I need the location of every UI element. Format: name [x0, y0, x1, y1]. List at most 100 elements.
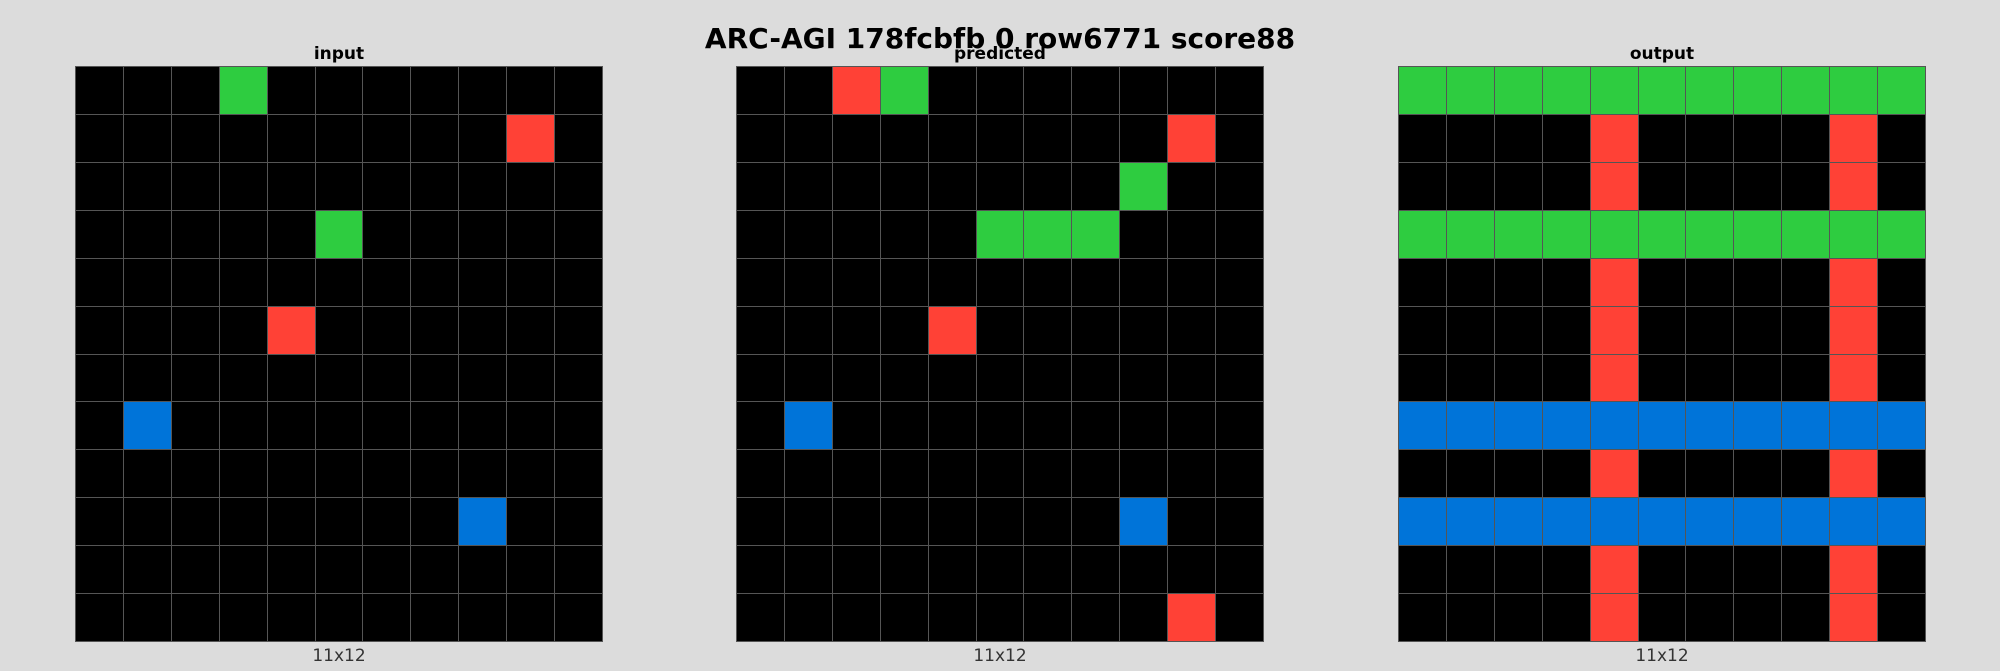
grid-cell	[1782, 354, 1830, 402]
grid-cell	[1446, 210, 1494, 258]
grid-cell	[1734, 594, 1782, 641]
grid-cell	[171, 354, 219, 402]
grid-cell	[1024, 498, 1072, 546]
grid-cell	[219, 162, 267, 210]
grid-cell	[1542, 67, 1590, 114]
grid-cell	[1120, 258, 1168, 306]
grid-cell	[1638, 162, 1686, 210]
grid-cell	[1120, 67, 1168, 114]
grid-cell	[459, 210, 507, 258]
grid-cell	[1399, 258, 1446, 306]
grid-cell	[219, 354, 267, 402]
grid-cell	[1878, 450, 1925, 498]
grid-cell	[1399, 594, 1446, 641]
grid-cell	[928, 354, 976, 402]
grid-cell	[267, 114, 315, 162]
grid-cell	[1686, 546, 1734, 594]
grid-cell	[737, 594, 784, 641]
grid-cell	[832, 546, 880, 594]
grid-cell	[737, 258, 784, 306]
grid-cell	[411, 210, 459, 258]
grid-cell	[1782, 546, 1830, 594]
grid-cell	[123, 67, 171, 114]
grid-cell	[880, 210, 928, 258]
grid-cell	[267, 162, 315, 210]
grid-cell	[555, 210, 602, 258]
grid-cell	[171, 67, 219, 114]
grid-cell	[267, 210, 315, 258]
grid-cell	[459, 67, 507, 114]
grid-cell	[784, 594, 832, 641]
grid-cell	[267, 354, 315, 402]
grid-cell	[1638, 498, 1686, 546]
grid-cell	[1830, 306, 1878, 354]
grid-cell	[123, 402, 171, 450]
grid-cell	[76, 546, 123, 594]
grid-cell	[76, 114, 123, 162]
grid-dims-input: 11x12	[312, 646, 366, 666]
grid-cell	[76, 594, 123, 641]
grid-cell	[1830, 114, 1878, 162]
grid-cell	[880, 450, 928, 498]
grid-cell	[507, 546, 555, 594]
grid-cell	[928, 210, 976, 258]
grid-cell	[1024, 402, 1072, 450]
grid-cell	[363, 67, 411, 114]
grid-cell	[219, 258, 267, 306]
grid-cell	[171, 114, 219, 162]
grid-cell	[1734, 546, 1782, 594]
grid-cell	[459, 402, 507, 450]
grid-cell	[1024, 546, 1072, 594]
grid-cell	[507, 450, 555, 498]
grid-cell	[123, 594, 171, 641]
grid-cell	[1494, 546, 1542, 594]
grid-cell	[1168, 594, 1216, 641]
grid-cell	[555, 114, 602, 162]
grid-cell	[171, 402, 219, 450]
grid-cell	[1830, 498, 1878, 546]
grid-cell	[1494, 306, 1542, 354]
panel-output: output 11x12	[1398, 42, 1926, 666]
grid-cell	[363, 306, 411, 354]
grid-cell	[976, 306, 1024, 354]
grid-cell	[976, 354, 1024, 402]
grid-cell	[1399, 402, 1446, 450]
grid-cell	[1878, 162, 1925, 210]
grid-cell	[832, 354, 880, 402]
grid-cell	[363, 354, 411, 402]
page-title: ARC-AGI 178fcbfb 0 row6771 score88	[704, 22, 1296, 55]
grid-cell	[555, 258, 602, 306]
grid-cell	[880, 402, 928, 450]
grid-cell	[1638, 306, 1686, 354]
grid-cell	[76, 210, 123, 258]
grid-cell	[1782, 402, 1830, 450]
grid-cell	[219, 306, 267, 354]
grid-cell	[1072, 210, 1120, 258]
grid-cell	[1024, 210, 1072, 258]
grid-cell	[928, 67, 976, 114]
grid-cell	[1542, 498, 1590, 546]
grid-cell	[1072, 354, 1120, 402]
grid-cell	[1686, 67, 1734, 114]
grid-cell	[1399, 306, 1446, 354]
grid-cell	[1446, 450, 1494, 498]
grid-cell	[1590, 450, 1638, 498]
grid-cell	[1168, 450, 1216, 498]
grid-cell	[832, 306, 880, 354]
grid-cell	[832, 67, 880, 114]
grid-cell	[171, 258, 219, 306]
grid-cell	[1120, 306, 1168, 354]
grid-cell	[1830, 67, 1878, 114]
grid-cell	[123, 306, 171, 354]
grid-cell	[832, 210, 880, 258]
grid-cell	[832, 114, 880, 162]
panel-title-output: output	[1629, 44, 1695, 64]
grid-cell	[555, 306, 602, 354]
grid-cell	[1542, 402, 1590, 450]
grid-cell	[1686, 162, 1734, 210]
grid-cell	[928, 306, 976, 354]
grid-cell	[976, 162, 1024, 210]
grid-cell	[315, 354, 363, 402]
grid-cell	[1782, 114, 1830, 162]
grid-cell	[880, 498, 928, 546]
